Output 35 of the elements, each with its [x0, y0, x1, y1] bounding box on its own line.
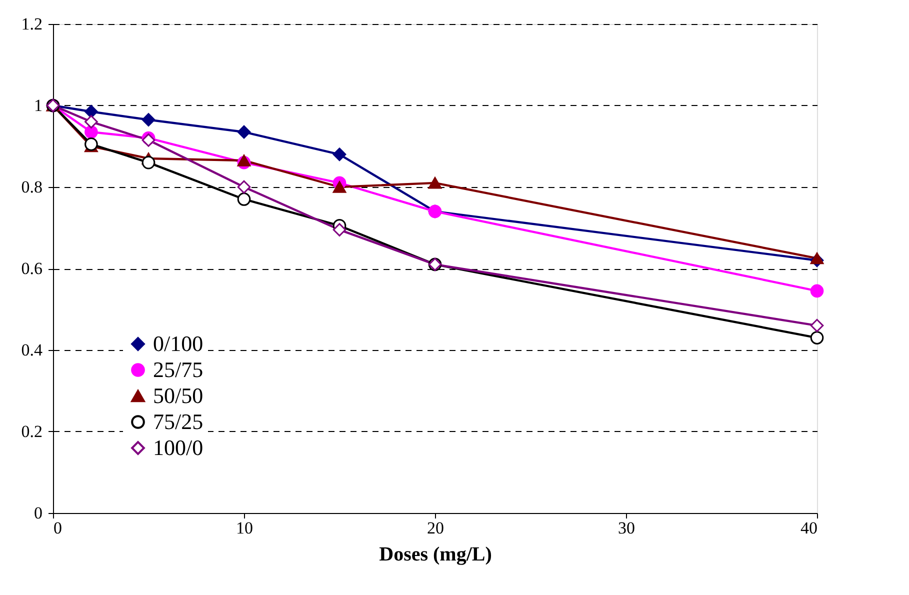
y-tick-label: 0 [34, 504, 42, 522]
x-tick-label: 20 [427, 518, 444, 538]
point [84, 125, 98, 139]
x-tick-label: 10 [236, 518, 253, 538]
point [237, 192, 251, 206]
x-tick-label: 30 [618, 518, 635, 538]
point [84, 104, 98, 118]
point [332, 181, 346, 193]
legend-label: 50/50 [153, 383, 204, 408]
y-tick-label: 1 [34, 96, 42, 115]
point [810, 331, 824, 344]
legend-label: 25/75 [153, 357, 204, 382]
y-tick-label: 0.2 [21, 422, 42, 441]
legend-label: 100/0 [153, 435, 204, 460]
y-tick-label: 0.4 [21, 340, 43, 360]
point [142, 113, 156, 126]
point [810, 252, 824, 264]
point [142, 156, 156, 170]
point [237, 180, 251, 194]
point [332, 223, 346, 236]
point [428, 177, 442, 189]
x-tick-label: 40 [800, 518, 818, 538]
y-tick-label: 1.2 [21, 14, 42, 34]
y-tick-label: 0.6 [21, 259, 42, 278]
point [237, 125, 251, 139]
y-tick-label: 0.8 [21, 178, 42, 196]
point [84, 115, 98, 128]
x-axis-title: Doses (mg/L) [379, 544, 492, 566]
point [237, 154, 251, 166]
point [332, 148, 346, 162]
legend-label: 0/100 [153, 331, 204, 356]
point [810, 284, 824, 298]
point [810, 318, 824, 332]
x-tick-label: 0 [54, 518, 62, 538]
legend-label: 75/25 [153, 409, 204, 434]
